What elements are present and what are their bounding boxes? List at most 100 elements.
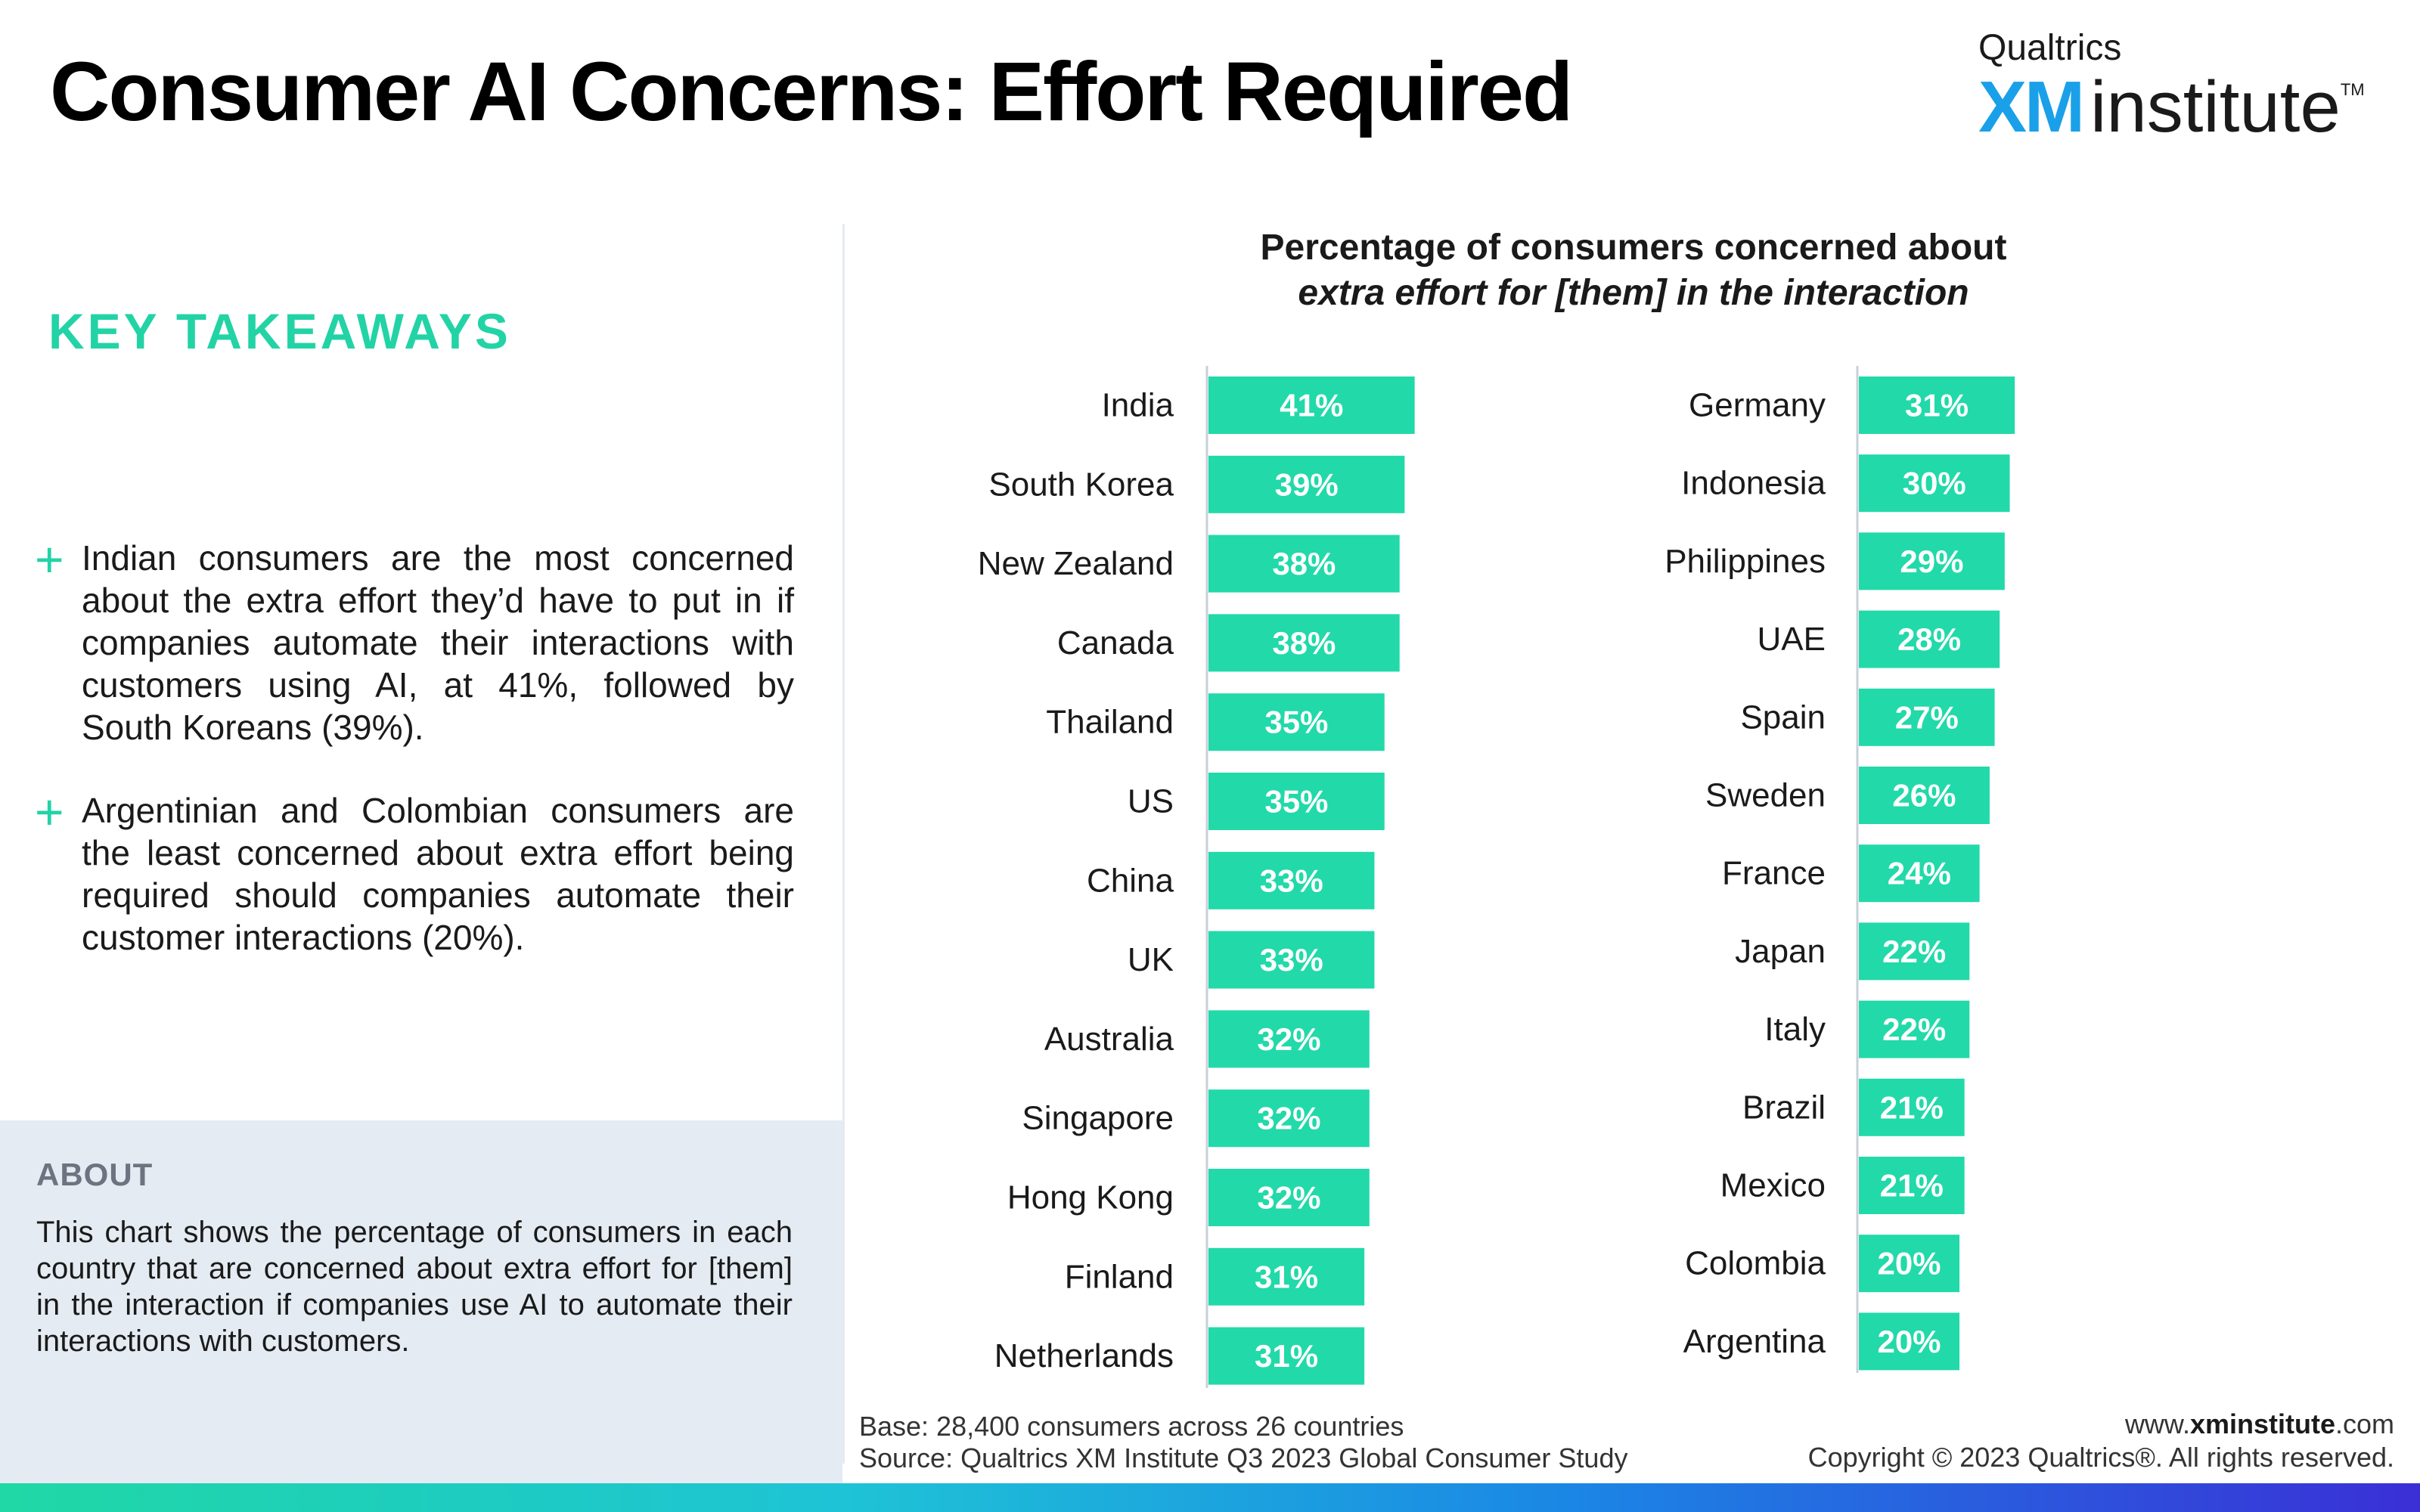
- category-label: Indonesia: [1681, 465, 1826, 502]
- url-prefix: www.: [2124, 1408, 2190, 1439]
- takeaway-item: + Indian consumers are the most concerne…: [35, 531, 794, 748]
- data-label: 30%: [1903, 466, 1966, 501]
- data-label: 27%: [1895, 699, 1959, 735]
- takeaway-text: Argentinian and Colombian consumers are …: [82, 791, 794, 957]
- category-label: Argentina: [1683, 1323, 1826, 1360]
- bar: [1208, 376, 1415, 434]
- data-label: 32%: [1257, 1101, 1320, 1136]
- page-title: Consumer AI Concerns: Effort Required: [50, 45, 1573, 138]
- key-takeaways-heading: KEY TAKEAWAYS: [48, 303, 511, 359]
- data-label: 20%: [1877, 1246, 1941, 1281]
- logo-wordmark: XM instituteTM: [1978, 71, 2365, 144]
- category-label: South Korea: [988, 466, 1174, 503]
- data-label: 21%: [1880, 1168, 1944, 1204]
- data-label: 28%: [1897, 621, 1961, 657]
- data-label: 22%: [1882, 934, 1946, 969]
- data-label: 35%: [1264, 705, 1328, 740]
- data-label: 32%: [1257, 1021, 1320, 1057]
- bar: [1208, 1010, 1370, 1068]
- data-label: 38%: [1272, 546, 1336, 581]
- data-label: 39%: [1275, 466, 1339, 502]
- bar: [1208, 534, 1400, 593]
- about-text: This chart shows the percentage of consu…: [36, 1216, 793, 1358]
- bar: [1208, 773, 1385, 830]
- data-label: 38%: [1272, 625, 1336, 661]
- bar: [1859, 844, 1980, 903]
- category-label: Japan: [1735, 933, 1826, 970]
- category-label: Hong Kong: [1007, 1179, 1174, 1216]
- bar: [1208, 614, 1400, 672]
- category-label: Sweden: [1705, 777, 1826, 814]
- website-link[interactable]: www.xminstitute.com: [1808, 1408, 2394, 1441]
- data-label: 22%: [1882, 1012, 1946, 1047]
- plus-icon: +: [35, 784, 64, 840]
- bar: [1859, 1157, 1965, 1214]
- category-label: Finland: [1065, 1258, 1174, 1295]
- category-label: Philippines: [1665, 543, 1826, 580]
- category-label: Spain: [1740, 699, 1826, 736]
- category-label: Brazil: [1742, 1089, 1826, 1126]
- bar: [1859, 688, 1995, 746]
- footer-right: www.xminstitute.com Copyright © 2023 Qua…: [1808, 1408, 2394, 1474]
- category-label: Netherlands: [994, 1337, 1174, 1374]
- data-label: 31%: [1905, 388, 1969, 423]
- base-note: Base: 28,400 consumers across 26 countri…: [859, 1411, 1404, 1442]
- chart-footnote: Base: 28,400 consumers across 26 countri…: [859, 1411, 1627, 1474]
- bar: [1208, 1089, 1370, 1148]
- takeaway-item: + Argentinian and Colombian consumers ar…: [35, 784, 794, 959]
- logo-xm-text: XM: [1978, 67, 2085, 147]
- data-label: 29%: [1900, 544, 1963, 579]
- category-label: Colombia: [1685, 1245, 1826, 1282]
- plus-icon: +: [35, 531, 64, 587]
- takeaway-text: Indian consumers are the most concerned …: [82, 538, 794, 747]
- data-label: 31%: [1255, 1259, 1318, 1294]
- bar: [1859, 454, 2010, 513]
- data-label: 26%: [1892, 778, 1956, 813]
- data-label: 41%: [1280, 388, 1343, 423]
- url-domain: xminstitute: [2189, 1408, 2335, 1439]
- bar: [1208, 455, 1405, 513]
- category-label: Mexico: [1720, 1167, 1826, 1204]
- bar: [1208, 693, 1385, 751]
- category-label: New Zealand: [978, 545, 1174, 582]
- category-label: Italy: [1764, 1011, 1826, 1048]
- data-label: 21%: [1880, 1089, 1944, 1125]
- category-label: India: [1102, 387, 1174, 424]
- category-label: Canada: [1057, 624, 1174, 662]
- chart-title: Percentage of consumers concerned about …: [877, 225, 2390, 316]
- bar: [1859, 767, 1990, 824]
- bar: [1208, 851, 1375, 909]
- category-label: Germany: [1689, 387, 1826, 424]
- data-label: 24%: [1888, 856, 1951, 891]
- bar: [1208, 1247, 1365, 1306]
- xm-institute-logo: Qualtrics XM instituteTM: [1978, 30, 2372, 151]
- bar: [1859, 532, 2005, 590]
- category-label: UK: [1128, 941, 1174, 978]
- bar: [1859, 1235, 1959, 1293]
- category-label: Thailand: [1046, 704, 1174, 741]
- category-label: China: [1087, 862, 1174, 899]
- category-label: Australia: [1044, 1021, 1174, 1058]
- bar: [1208, 931, 1375, 989]
- bar: [1859, 1078, 1965, 1136]
- data-label: 35%: [1264, 784, 1328, 820]
- url-suffix: .com: [2335, 1408, 2394, 1439]
- category-label: UAE: [1758, 621, 1826, 658]
- source-note: Source: Qualtrics XM Institute Q3 2023 G…: [859, 1442, 1628, 1473]
- chart-subtitle: extra effort for [them] in the interacti…: [1298, 273, 1969, 313]
- category-label: Singapore: [1022, 1100, 1174, 1137]
- category-label: France: [1722, 855, 1826, 892]
- about-heading: ABOUT: [36, 1157, 154, 1192]
- logo-qualtrics-text: Qualtrics: [1978, 28, 2122, 68]
- data-label: 32%: [1257, 1180, 1320, 1216]
- data-label: 31%: [1255, 1338, 1318, 1374]
- data-label: 33%: [1260, 942, 1323, 978]
- bar: [1859, 922, 1970, 981]
- data-label: 20%: [1877, 1324, 1941, 1359]
- panel-divider: [842, 224, 845, 1464]
- bar: [1859, 1312, 1959, 1371]
- bar: [1859, 610, 2000, 668]
- data-label: 33%: [1260, 863, 1323, 898]
- about-panel: ABOUT This chart shows the percentage of…: [0, 1120, 842, 1512]
